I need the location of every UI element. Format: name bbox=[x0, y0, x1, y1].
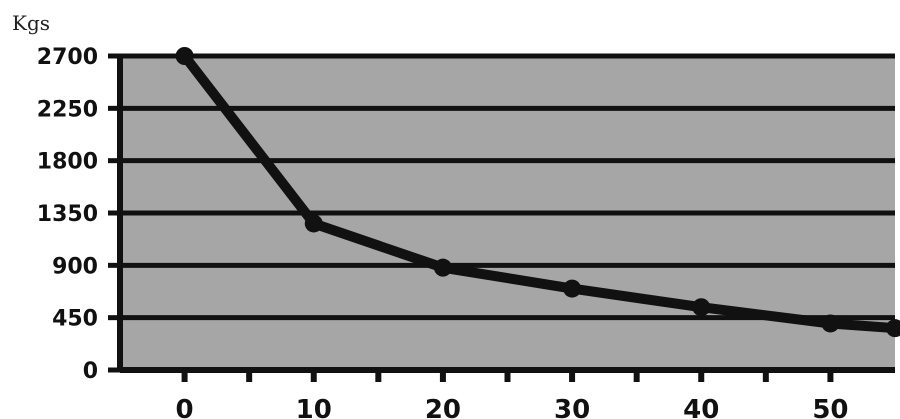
x-tick-label: 0 bbox=[176, 395, 194, 419]
data-point bbox=[175, 47, 194, 65]
x-tick-label: 50 bbox=[812, 395, 848, 419]
data-point bbox=[886, 319, 900, 338]
y-tick-label: 1800 bbox=[37, 150, 98, 175]
data-point bbox=[563, 279, 582, 298]
y-tick-label: 1350 bbox=[37, 202, 98, 227]
y-tick-label: 0 bbox=[83, 359, 98, 384]
axes bbox=[108, 53, 895, 382]
data-point bbox=[433, 258, 452, 277]
data-point bbox=[692, 298, 711, 317]
y-tick-label: 450 bbox=[52, 307, 98, 332]
y-axis-title: Kgs bbox=[12, 11, 50, 35]
data-point bbox=[304, 214, 323, 233]
y-tick-label: 2700 bbox=[37, 45, 98, 70]
x-tick-label: 40 bbox=[683, 395, 719, 419]
tick-labels: 0 450 900 1350 1800 2250 2700 0 10 20 30 40 50 bbox=[37, 45, 849, 419]
x-tick-label: 20 bbox=[425, 395, 461, 419]
y-tick-label: 900 bbox=[52, 254, 98, 279]
data-point bbox=[821, 314, 840, 333]
series-group bbox=[175, 47, 900, 338]
x-tick-label: 30 bbox=[554, 395, 590, 419]
y-tick-label: 2250 bbox=[37, 97, 98, 122]
gridlines bbox=[120, 53, 895, 321]
x-tick-label: 10 bbox=[296, 395, 332, 419]
